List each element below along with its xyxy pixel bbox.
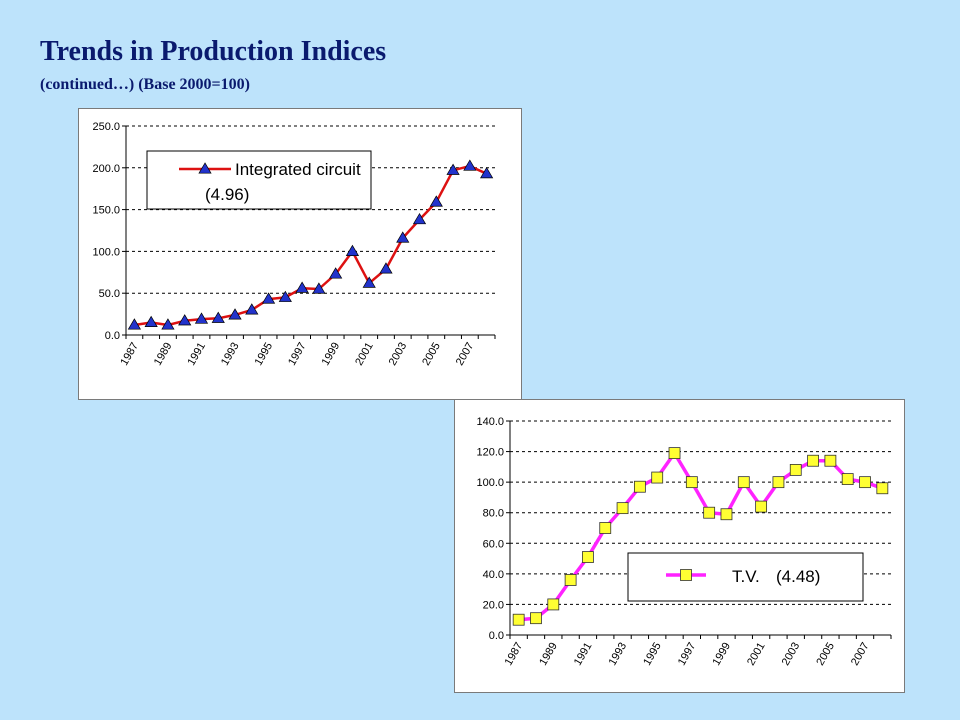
data-point	[295, 281, 309, 293]
data-point	[755, 500, 768, 513]
data-point	[512, 613, 525, 626]
data-point	[582, 551, 594, 563]
legend-box	[146, 150, 372, 210]
x-tick-label: 1991	[572, 641, 595, 668]
y-tick-label: 100.0	[476, 477, 504, 489]
data-point	[859, 476, 871, 489]
data-point	[480, 166, 494, 179]
data-point	[772, 476, 785, 489]
x-tick-label: 2007	[849, 641, 872, 668]
data-point	[412, 212, 427, 225]
legend-box	[627, 552, 864, 602]
legend-annotation: (4.48)	[776, 567, 820, 586]
data-point	[651, 471, 664, 484]
y-tick-label: 140.0	[476, 416, 504, 428]
data-point	[616, 502, 629, 515]
x-tick-label: 1997	[286, 341, 309, 368]
data-point	[261, 292, 276, 304]
x-tick-label: 1997	[676, 641, 699, 668]
data-point	[530, 612, 542, 625]
y-tick-label: 250.0	[92, 121, 120, 133]
data-point	[211, 311, 225, 323]
x-tick-label: 2003	[387, 341, 410, 368]
x-tick-label: 2005	[814, 641, 837, 668]
x-tick-label: 1999	[320, 341, 343, 368]
page-title: Trends in Production Indices	[40, 36, 387, 67]
legend-marker	[680, 569, 692, 581]
data-point	[720, 508, 733, 521]
x-tick-label: 2001	[745, 641, 768, 668]
x-tick-label: 1987	[503, 641, 526, 668]
x-tick-label: 1993	[607, 641, 630, 668]
integrated-circuit-chart-panel: 0.0 50.0 100.0 150.0 200.0 250.0 1987 1989 1991 1…	[78, 108, 522, 400]
y-tick-label: 50.0	[99, 288, 120, 300]
legend-label: T.V.	[732, 567, 760, 586]
data-point	[161, 318, 175, 330]
data-point	[547, 598, 560, 611]
data-point	[737, 476, 750, 489]
series-line	[134, 164, 488, 327]
y-tick-label: 60.0	[483, 538, 504, 550]
data-point	[789, 464, 802, 476]
tv-chart-panel: 0.0 20.0 40.0 60.0 80.0 100.0 120.0 140.0 1987 19…	[454, 399, 905, 693]
y-tick-label: 120.0	[476, 447, 504, 459]
x-tick-label: 1995	[641, 641, 664, 668]
data-point	[429, 195, 443, 207]
y-tick-label: 80.0	[483, 508, 504, 520]
y-tick-label: 0.0	[105, 330, 120, 342]
x-tick-label: 2007	[454, 341, 477, 368]
data-point	[446, 163, 460, 175]
data-point	[329, 267, 343, 279]
y-tick-label: 100.0	[92, 246, 120, 258]
y-tick-label: 150.0	[92, 205, 120, 217]
data-point	[312, 282, 326, 294]
y-tick-label: 40.0	[483, 569, 504, 581]
data-point	[599, 522, 612, 534]
data-point	[703, 506, 716, 519]
data-point	[396, 231, 410, 243]
data-point	[127, 318, 141, 330]
x-tick-label: 2005	[420, 341, 443, 368]
data-point	[245, 303, 259, 315]
x-tick-label: 1989	[537, 641, 560, 668]
tv-chart: 0.0 20.0 40.0 60.0 80.0 100.0 120.0 140.0 1987 19…	[476, 416, 892, 668]
page-subtitle: (continued…) (Base 2000=100)	[40, 76, 250, 93]
legend-annotation: (4.96)	[205, 185, 249, 204]
integrated-circuit-chart: 0.0 50.0 100.0 150.0 200.0 250.0 1987 1989 1991 1…	[92, 121, 496, 368]
data-point	[463, 159, 477, 171]
data-point	[807, 454, 819, 467]
y-tick-label: 200.0	[92, 163, 120, 175]
legend-marker	[198, 162, 212, 174]
data-point	[228, 308, 242, 320]
data-point	[633, 480, 646, 493]
y-tick-label: 0.0	[489, 630, 504, 642]
legend-label: Integrated circuit	[235, 160, 361, 179]
x-tick-label: 2001	[353, 341, 376, 368]
x-tick-label: 1989	[152, 341, 175, 368]
data-point	[876, 482, 889, 495]
data-point	[841, 473, 854, 485]
data-point	[194, 312, 209, 324]
x-tick-label: 1991	[185, 341, 208, 368]
series-line	[518, 451, 883, 622]
data-point	[278, 290, 292, 302]
x-tick-label: 1999	[710, 641, 733, 668]
data-point	[345, 244, 360, 256]
data-point	[144, 315, 158, 328]
data-point	[178, 314, 192, 326]
x-tick-label: 1987	[118, 341, 141, 368]
data-point	[824, 454, 837, 467]
data-point	[379, 262, 393, 274]
y-tick-label: 20.0	[483, 599, 504, 611]
x-tick-label: 1995	[253, 341, 276, 368]
data-point	[362, 276, 376, 288]
data-point	[685, 476, 698, 489]
data-point	[564, 574, 577, 586]
x-tick-label: 2003	[780, 641, 803, 668]
x-tick-label: 1993	[219, 341, 242, 368]
data-point	[668, 447, 681, 459]
